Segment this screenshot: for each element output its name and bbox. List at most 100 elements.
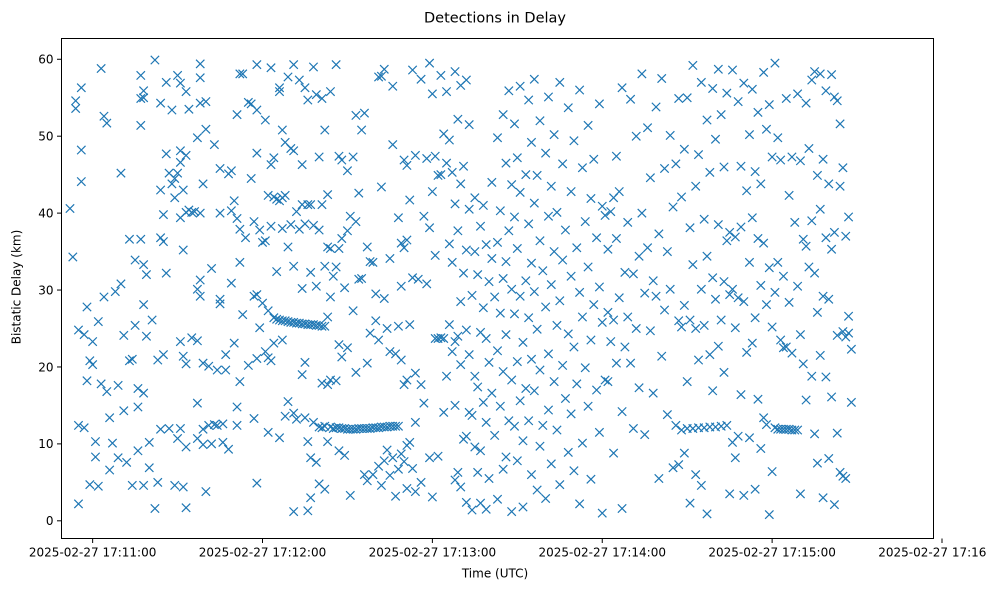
data-point (263, 306, 273, 316)
data-point (444, 320, 454, 330)
data-point (679, 300, 689, 311)
data-point (297, 160, 307, 170)
data-point (373, 72, 384, 82)
data-point (507, 375, 517, 385)
data-point (702, 509, 712, 519)
data-point (396, 355, 406, 365)
data-point (76, 145, 86, 155)
data-point (274, 83, 285, 93)
data-point (492, 494, 503, 504)
data-point (843, 311, 854, 321)
data-point (399, 456, 409, 467)
data-point (512, 356, 522, 367)
data-point (473, 270, 483, 280)
data-point (450, 336, 460, 347)
data-point (764, 510, 774, 520)
data-point (495, 401, 505, 411)
data-point (314, 152, 324, 162)
data-point (640, 430, 650, 440)
data-point (631, 323, 641, 334)
data-point (501, 158, 511, 168)
data-point (297, 370, 307, 380)
data-point (770, 423, 780, 433)
data-point (569, 466, 579, 476)
data-point (73, 325, 84, 335)
data-point (515, 81, 525, 91)
data-point (566, 186, 576, 197)
data-point (255, 225, 265, 235)
data-point (138, 300, 149, 310)
data-point (685, 223, 695, 233)
data-point (784, 297, 794, 307)
data-point (753, 233, 763, 244)
data-point (373, 335, 384, 345)
data-point (778, 343, 789, 353)
data-point (189, 206, 200, 217)
data-point (541, 493, 551, 504)
data-point (407, 65, 418, 75)
data-point (832, 428, 842, 438)
data-point (555, 296, 565, 306)
data-point (594, 427, 605, 437)
data-point (461, 75, 471, 85)
data-point (691, 181, 701, 191)
data-point (512, 456, 522, 466)
data-point (509, 421, 520, 431)
data-point (178, 482, 188, 492)
data-point (450, 199, 460, 209)
data-point (76, 83, 86, 93)
data-point (750, 166, 760, 177)
data-point (501, 256, 511, 267)
data-point (238, 310, 248, 320)
data-point (515, 291, 525, 301)
data-point (130, 255, 140, 265)
data-point (334, 446, 344, 456)
data-point (317, 200, 327, 210)
data-point (552, 207, 562, 217)
data-point (178, 185, 188, 195)
data-point (484, 473, 494, 484)
y-tick-label: 60 (38, 53, 53, 67)
data-point (809, 429, 820, 439)
data-point (620, 342, 630, 352)
data-point (719, 276, 729, 287)
data-point (402, 483, 412, 494)
data-point (260, 115, 270, 125)
data-point (147, 315, 157, 325)
data-point (232, 213, 242, 224)
data-point (172, 168, 183, 178)
data-point (657, 73, 667, 84)
data-point (368, 470, 378, 480)
data-point (260, 236, 270, 246)
data-point (512, 153, 522, 163)
data-point (739, 296, 749, 307)
data-point (492, 237, 503, 247)
data-point (456, 360, 466, 370)
y-axis-ticks: 0 10 20 30 40 50 60 (38, 53, 62, 528)
data-point (826, 392, 837, 402)
data-point (107, 438, 118, 448)
data-point (444, 239, 454, 249)
data-point (518, 337, 528, 347)
data-point (150, 503, 160, 514)
data-point (405, 437, 415, 447)
data-point (252, 478, 262, 488)
data-point (308, 62, 319, 72)
data-point (467, 410, 477, 421)
data-point (308, 417, 319, 427)
data-point (88, 360, 98, 370)
data-point (693, 150, 704, 160)
data-point (733, 293, 743, 303)
data-point (317, 378, 327, 388)
data-point (475, 446, 486, 456)
data-point (453, 114, 463, 124)
data-point (376, 71, 387, 81)
data-point (843, 212, 854, 222)
data-point (591, 385, 602, 395)
data-point (359, 470, 370, 480)
data-point (736, 161, 746, 171)
data-point (518, 436, 528, 446)
data-point (323, 380, 333, 390)
data-point (750, 313, 760, 323)
data-point (526, 258, 537, 268)
